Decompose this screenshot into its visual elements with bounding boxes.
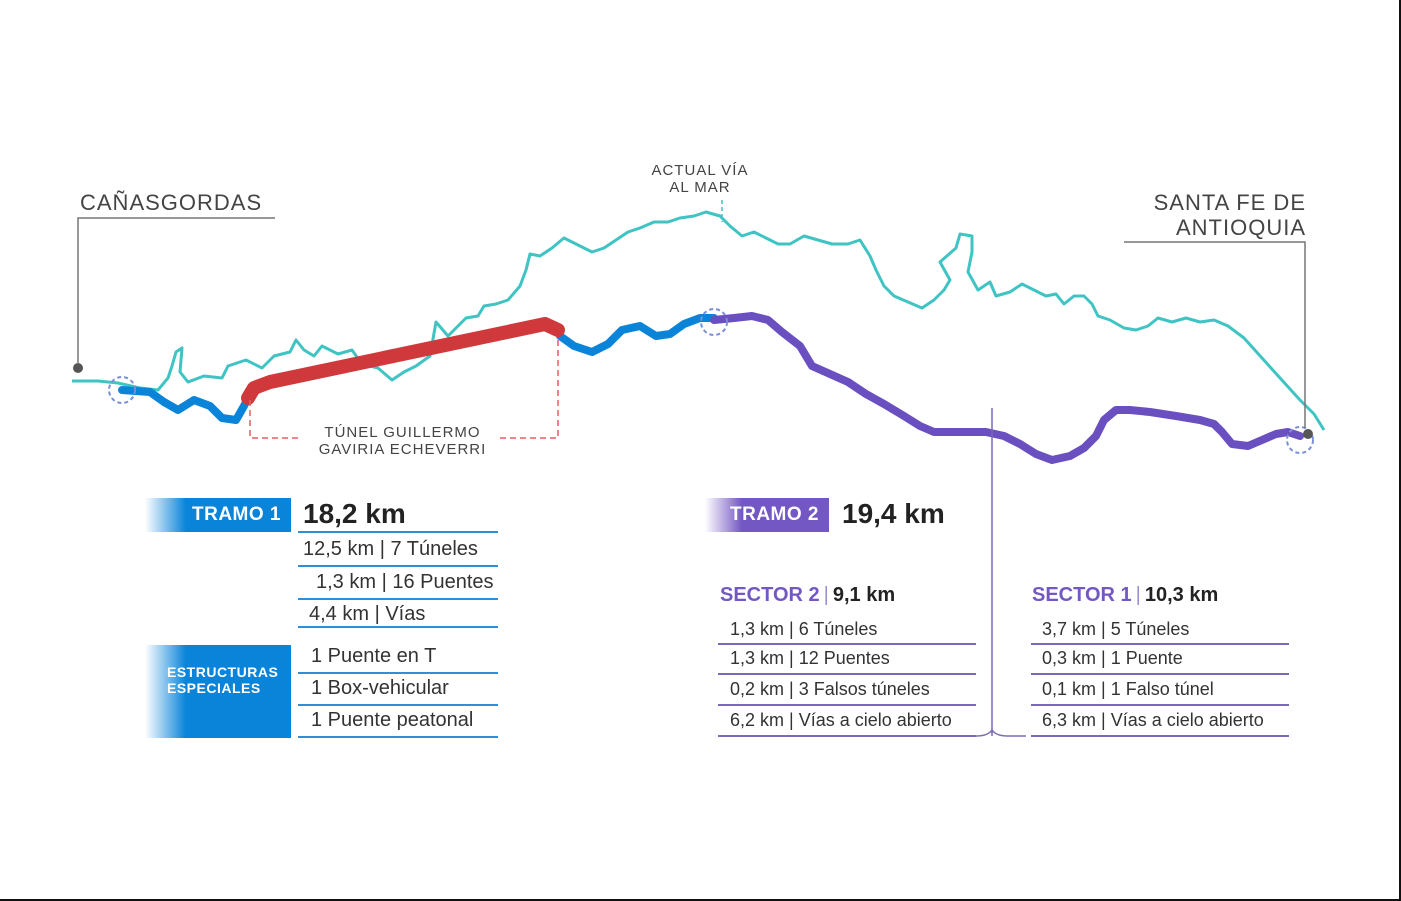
current-road-label-line2: AL MAR xyxy=(669,179,731,196)
tunnel-route xyxy=(241,317,565,405)
tramo2-tag: TRAMO 2 xyxy=(705,498,829,532)
tramo1-rule xyxy=(298,626,498,628)
sector2-heading: SECTOR 2 | 9,1 km xyxy=(720,584,895,607)
current-road-line xyxy=(72,210,1326,431)
sector2-rule xyxy=(718,704,976,706)
destination-city-label-line2: ANTIOQUIA xyxy=(1175,215,1306,240)
sector1-name: SECTOR 1 xyxy=(1032,584,1132,606)
sector2-row: 1,3 km | 6 Túneles xyxy=(730,619,878,639)
sector2-row: 6,2 km | Vías a cielo abierto xyxy=(730,710,952,730)
tramo1-rule xyxy=(298,531,498,533)
sector1-heading: SECTOR 1 | 10,3 km xyxy=(1032,584,1218,607)
tramo1-row: 1,3 km | 16 Puentes xyxy=(316,571,494,593)
destination-city-label-line1: SANTA FE DE xyxy=(1153,190,1306,215)
sector1-row: 0,3 km | 1 Puente xyxy=(1042,648,1183,668)
frame-border-right xyxy=(1399,0,1401,901)
sector1-row: 0,1 km | 1 Falso túnel xyxy=(1042,679,1214,699)
sector2-length: 9,1 km xyxy=(832,584,896,606)
destination-leader-line xyxy=(1124,241,1306,428)
special-structure-row: 1 Box-vehicular xyxy=(311,677,449,699)
current-road-label-line1: ACTUAL VÍA xyxy=(651,162,749,179)
sector1-rule xyxy=(1031,704,1289,706)
special-structure-row: 1 Puente peatonal xyxy=(311,709,474,731)
origin-leader-line xyxy=(77,217,275,364)
special-structures-tag-line2: ESPECIALES xyxy=(167,680,261,696)
special-structure-rule xyxy=(298,704,498,706)
sector2-row: 0,2 km | 3 Falsos túneles xyxy=(730,679,930,699)
start-marker-ring xyxy=(108,376,136,404)
separator-icon: | xyxy=(1135,584,1141,606)
special-structure-rule xyxy=(298,672,498,674)
sector1-rule xyxy=(1031,673,1289,675)
tramo1-tag: TRAMO 1 xyxy=(145,498,291,532)
origin-city-label: CAÑASGORDAS xyxy=(80,190,263,215)
special-structure-row: 1 Puente en T xyxy=(311,645,437,667)
sector-divider-brace xyxy=(975,728,1009,737)
sector1-rule xyxy=(1031,643,1289,645)
tramo2-route xyxy=(710,312,1304,464)
tramo1-row: 4,4 km | Vías xyxy=(309,603,426,625)
tunnel-label-line1: TÚNEL GUILLERMO xyxy=(324,424,481,441)
sector1-row: 6,3 km | Vías a cielo abierto xyxy=(1042,710,1264,730)
sector1-rule xyxy=(1031,735,1289,737)
tunnel-bracket xyxy=(500,336,559,439)
frame-border-bottom xyxy=(0,899,1401,901)
tramo1-route-west xyxy=(118,386,252,424)
sector2-name: SECTOR 2 xyxy=(720,584,820,606)
tramo1-route-east xyxy=(556,314,718,356)
end-marker-ring xyxy=(1286,426,1314,454)
separator-icon: | xyxy=(823,584,829,606)
junction-marker-ring xyxy=(700,308,728,336)
tramo1-rule xyxy=(298,565,498,567)
origin-point xyxy=(73,363,83,373)
sector1-length: 10,3 km xyxy=(1144,584,1219,606)
destination-point xyxy=(1303,429,1313,439)
sector2-rule xyxy=(718,673,976,675)
tramo2-length: 19,4 km xyxy=(842,498,945,529)
tunnel-label-line2: GAVIRIA ECHEVERRI xyxy=(318,441,487,458)
sector2-row: 1,3 km | 12 Puentes xyxy=(730,648,890,668)
special-structures-tag: ESTRUCTURAS ESPECIALES xyxy=(145,645,291,738)
sector2-rule xyxy=(718,643,976,645)
special-structure-rule xyxy=(298,736,498,738)
tramo1-row: 12,5 km | 7 Túneles xyxy=(303,538,478,560)
tramo1-rule xyxy=(298,598,498,600)
tunnel-bracket xyxy=(249,400,300,439)
special-structures-tag-line1: ESTRUCTURAS xyxy=(167,664,279,680)
tramo1-length: 18,2 km xyxy=(303,498,406,529)
sector2-rule xyxy=(718,735,976,737)
sector1-row: 3,7 km | 5 Túneles xyxy=(1042,619,1190,639)
